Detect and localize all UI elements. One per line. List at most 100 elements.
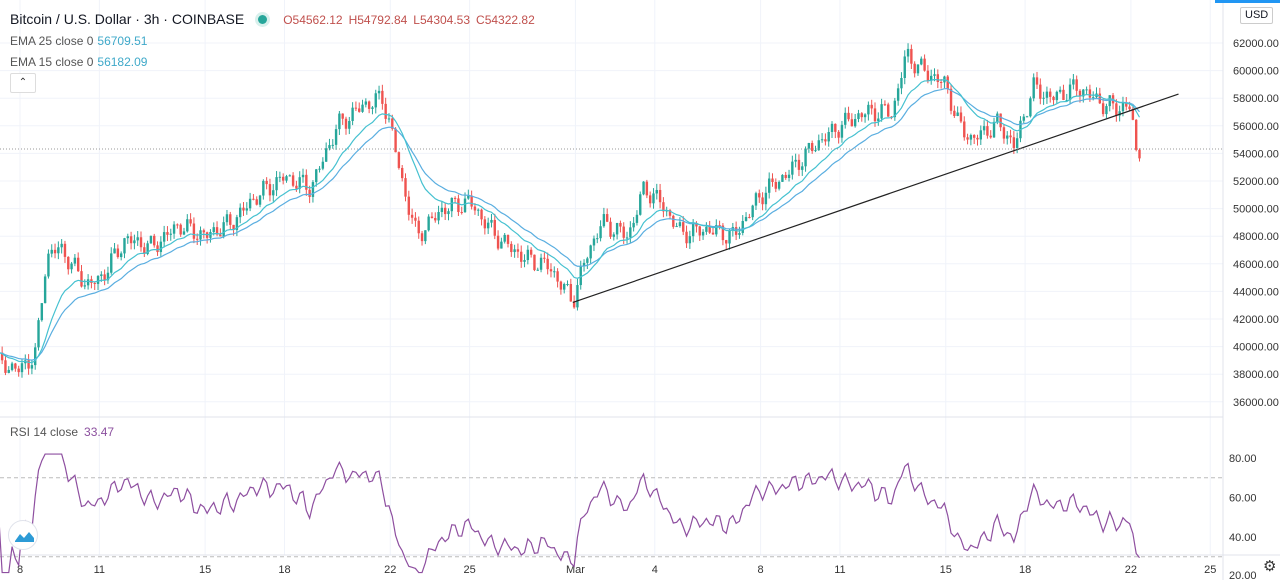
candle-body bbox=[73, 257, 77, 264]
candle-body bbox=[424, 230, 427, 242]
candle-body bbox=[982, 126, 986, 131]
price-tick-label: 44000.00 bbox=[1233, 286, 1279, 298]
candle-body bbox=[725, 240, 728, 244]
candle-body bbox=[30, 365, 34, 369]
candle-body bbox=[754, 193, 758, 206]
candle-body bbox=[953, 110, 956, 117]
candle-body bbox=[1045, 91, 1049, 98]
ohlc-close: C54322.82 bbox=[476, 13, 535, 27]
candle-body bbox=[341, 113, 344, 119]
candle-body bbox=[635, 214, 639, 223]
tradingview-logo[interactable] bbox=[8, 520, 38, 550]
candle-body bbox=[893, 100, 897, 118]
candle-body bbox=[232, 224, 235, 230]
rsi-value: 33.47 bbox=[84, 425, 115, 439]
candle-body bbox=[701, 231, 705, 236]
candle-body bbox=[420, 233, 424, 242]
candle-body bbox=[801, 166, 804, 170]
cloud-logo-icon bbox=[15, 532, 34, 542]
candle-body bbox=[219, 234, 222, 237]
candle-body bbox=[589, 245, 592, 259]
candle-body bbox=[123, 238, 126, 254]
candle-body bbox=[176, 224, 179, 226]
candle-body bbox=[443, 207, 447, 215]
market-status-icon bbox=[258, 15, 268, 24]
candle-body bbox=[639, 194, 642, 215]
candle-body bbox=[824, 139, 827, 142]
candle-body bbox=[1032, 77, 1035, 99]
candle-body bbox=[744, 216, 748, 222]
candle-body bbox=[215, 227, 219, 235]
candle-body bbox=[586, 258, 589, 263]
candle-body bbox=[708, 226, 711, 233]
candle-body bbox=[407, 196, 411, 215]
candle-body bbox=[70, 263, 73, 270]
candle-body bbox=[629, 227, 632, 238]
price-tick-label: 52000.00 bbox=[1233, 176, 1279, 188]
candle-body bbox=[1042, 97, 1045, 99]
candle-body bbox=[900, 78, 903, 89]
candle-body bbox=[453, 197, 457, 199]
candle-body bbox=[1065, 99, 1068, 101]
candle-body bbox=[605, 214, 609, 222]
candle-body bbox=[354, 107, 358, 109]
candle-body bbox=[526, 249, 530, 261]
candle-body bbox=[146, 243, 149, 254]
candle-body bbox=[100, 274, 103, 277]
candle-body bbox=[592, 238, 596, 246]
candle-body bbox=[27, 360, 30, 369]
candle-body bbox=[14, 363, 17, 369]
candle-body bbox=[301, 174, 305, 178]
candle-body bbox=[133, 240, 136, 244]
candle-body bbox=[252, 198, 255, 200]
candle-body bbox=[1058, 89, 1062, 92]
candle-body bbox=[1131, 109, 1135, 120]
candle-body bbox=[156, 245, 159, 253]
candle-body bbox=[116, 248, 120, 258]
candle-body bbox=[774, 182, 778, 189]
candle-body bbox=[936, 74, 940, 83]
price-tick-label: 54000.00 bbox=[1233, 148, 1279, 160]
candle-body bbox=[1055, 91, 1059, 101]
candle-body bbox=[202, 230, 206, 233]
candle-body bbox=[404, 178, 407, 197]
candle-body bbox=[437, 212, 440, 221]
candle-body bbox=[328, 145, 331, 149]
candle-body bbox=[364, 101, 368, 105]
candle-body bbox=[305, 174, 308, 190]
candle-body bbox=[60, 243, 63, 248]
price-tick-label: 46000.00 bbox=[1233, 259, 1279, 271]
candle-body bbox=[966, 137, 969, 140]
ema25-legend[interactable]: EMA 25 close 0 56709.51 bbox=[10, 34, 147, 48]
candle-body bbox=[377, 90, 381, 94]
candle-body bbox=[473, 206, 477, 211]
candle-body bbox=[622, 226, 625, 238]
candle-body bbox=[817, 140, 820, 151]
candle-body bbox=[721, 225, 725, 241]
candle-body bbox=[549, 269, 553, 272]
candle-body bbox=[903, 56, 906, 79]
settings-gear-icon[interactable]: ⚙ bbox=[1263, 558, 1277, 575]
symbol-title: Bitcoin / U.S. Dollar · 3h · COINBASE bbox=[10, 11, 245, 27]
ema15-legend[interactable]: EMA 15 close 0 56182.09 bbox=[10, 55, 147, 69]
rsi-legend[interactable]: RSI 14 close 33.47 bbox=[10, 425, 114, 439]
candle-body bbox=[500, 241, 503, 249]
price-tick-label: 40000.00 bbox=[1233, 342, 1279, 354]
symbol-legend: Bitcoin / U.S. Dollar · 3h · COINBASE O54… bbox=[10, 11, 535, 28]
collapse-legend-button[interactable]: ⌃ bbox=[10, 73, 36, 93]
candle-body bbox=[949, 88, 953, 111]
candle-body bbox=[642, 181, 645, 195]
candle-body bbox=[139, 237, 143, 248]
candle-body bbox=[483, 219, 487, 229]
candle-body bbox=[186, 219, 189, 232]
time-tick-label: 25 bbox=[1204, 564, 1216, 576]
currency-label[interactable]: USD bbox=[1240, 7, 1274, 24]
ema25-value: 56709.51 bbox=[97, 34, 148, 48]
candle-body bbox=[338, 113, 341, 130]
candle-body bbox=[1029, 98, 1032, 117]
candle-body bbox=[860, 113, 863, 118]
candle-body bbox=[1015, 138, 1019, 148]
candle-body bbox=[675, 226, 678, 228]
candle-body bbox=[685, 231, 688, 244]
